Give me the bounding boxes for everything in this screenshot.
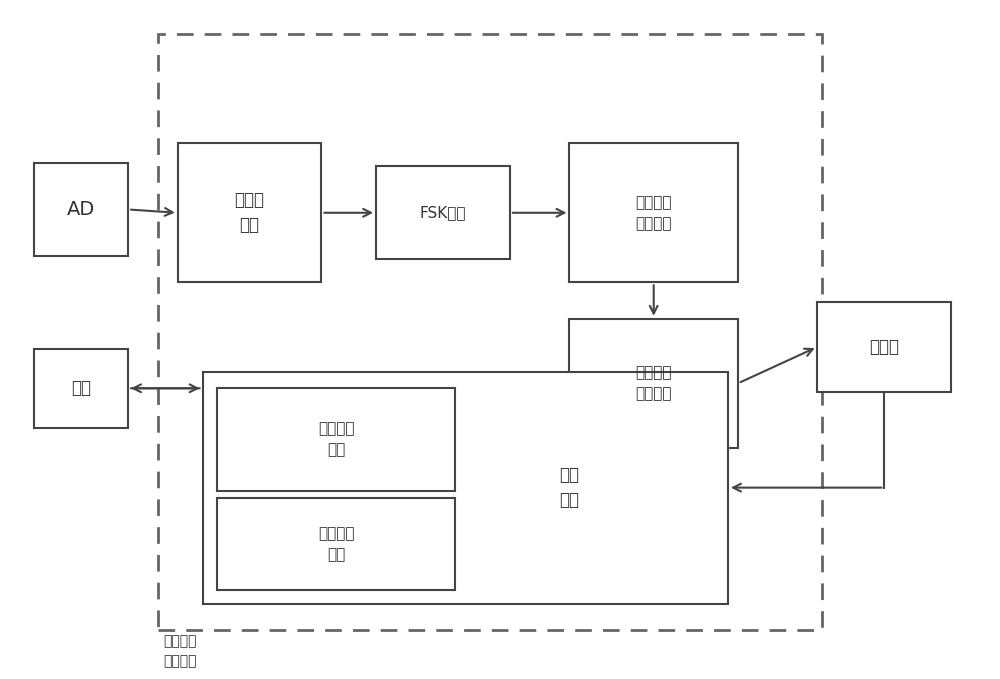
Text: 气象传真
信号识别: 气象传真 信号识别 <box>635 195 672 231</box>
Text: 上位机: 上位机 <box>869 338 899 356</box>
Text: 射频: 射频 <box>71 380 91 397</box>
Bar <box>376 166 510 259</box>
Bar <box>569 143 738 282</box>
Text: 射频
交互: 射频 交互 <box>559 466 579 509</box>
Text: 射频状态
反馈: 射频状态 反馈 <box>318 526 355 562</box>
Text: FSK解调: FSK解调 <box>420 205 466 220</box>
Bar <box>569 318 738 448</box>
Text: AD: AD <box>67 200 95 219</box>
Bar <box>203 371 728 604</box>
Bar <box>217 388 455 491</box>
Text: 气象传真
数据组帧: 气象传真 数据组帧 <box>635 365 672 401</box>
Text: 射频控制
命令: 射频控制 命令 <box>318 422 355 458</box>
Bar <box>158 34 822 630</box>
Bar <box>178 143 321 282</box>
Bar <box>217 498 455 590</box>
Bar <box>34 163 128 256</box>
Bar <box>817 302 951 392</box>
Bar <box>34 348 128 428</box>
Text: 气象传真
接收系统: 气象传真 接收系统 <box>163 635 196 668</box>
Text: 数字下
变频: 数字下 变频 <box>235 191 265 234</box>
